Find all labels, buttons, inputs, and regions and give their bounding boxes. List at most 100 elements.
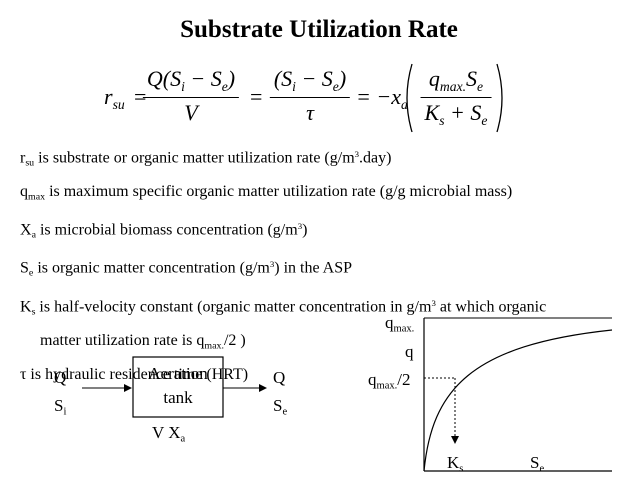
text: S — [20, 259, 29, 277]
fraction: (Si − Se) τ — [269, 66, 351, 126]
fraction: Q(Si − Se) V — [142, 66, 240, 126]
text: is substrate or organic matter utilizati… — [34, 149, 355, 167]
text: K — [424, 99, 440, 125]
numerator: qmax.Se — [425, 66, 487, 95]
label: V Xa — [152, 423, 185, 445]
tank-label: Aeration — [148, 364, 208, 383]
subscript: e — [282, 406, 288, 418]
graph-label: qmax. — [385, 313, 414, 335]
subscript: max. — [393, 323, 415, 335]
subscript: s — [439, 112, 445, 128]
text: ) — [338, 66, 347, 91]
fraction-bar — [420, 96, 492, 98]
subscript: max — [28, 191, 46, 203]
graph-label: Se — [530, 453, 544, 475]
subscript: e — [481, 112, 488, 128]
definition-line: τ is hydraulic residence time (HRT) — [20, 361, 546, 390]
label: Q — [54, 368, 66, 388]
text: V — [184, 99, 198, 125]
eq-sign: = — [134, 84, 147, 109]
text: at which organic — [435, 297, 547, 315]
denominator: V — [180, 100, 201, 126]
text: + S — [444, 99, 482, 125]
text: r — [104, 84, 113, 109]
subscript: max. — [204, 340, 224, 352]
paren — [406, 63, 413, 133]
label: Se — [273, 396, 287, 418]
text: K — [447, 453, 460, 472]
text: matter utilization rate is q — [40, 331, 205, 349]
label: Si — [54, 396, 66, 418]
text: S — [273, 396, 283, 415]
text: S — [466, 66, 478, 91]
fraction-bar — [269, 96, 351, 98]
tank-box — [132, 356, 224, 418]
text: Q — [54, 368, 67, 387]
text: X — [20, 221, 32, 239]
text: /2 — [397, 370, 411, 389]
subscript: su — [112, 96, 125, 112]
definitions: rsu is substrate or organic matter utili… — [20, 140, 546, 389]
text: q — [368, 370, 377, 389]
subscript: su — [25, 157, 35, 169]
subscript: a — [31, 229, 36, 241]
text: τ — [306, 99, 314, 125]
text: is organic matter concentration (g/m — [33, 259, 270, 277]
text: q — [405, 342, 414, 361]
text: τ is hydraulic residence time (HRT) — [20, 365, 249, 383]
subscript: e — [332, 78, 339, 94]
subscript: max. — [439, 78, 467, 94]
text: is half-velocity constant (organic matte… — [35, 297, 432, 315]
fraction-bar — [142, 96, 240, 98]
graph-label: q — [405, 342, 414, 362]
supscript: 3 — [354, 149, 360, 159]
eq-lhs: rsu — [104, 84, 125, 113]
subscript: a — [400, 96, 408, 112]
denominator: Ks + Se — [421, 100, 492, 129]
text: is microbial biomass concentration (g/m — [35, 221, 298, 239]
tank-label: tank — [163, 388, 193, 407]
text: q — [385, 313, 394, 332]
curve — [423, 329, 613, 472]
text: − S — [295, 66, 333, 91]
supscript: 3 — [297, 221, 303, 232]
supscript: 3 — [269, 259, 275, 270]
supscript: 3 — [431, 297, 436, 308]
graph-label: Ks — [447, 453, 463, 475]
text: ) — [227, 66, 236, 91]
subscript: s — [31, 306, 36, 318]
text: V X — [152, 423, 181, 442]
definition-line: rsu is substrate or organic matter utili… — [20, 140, 546, 178]
text: Q — [273, 368, 286, 387]
label: Q — [273, 368, 285, 388]
text: = −x — [356, 84, 401, 109]
title: Substrate Utilization Rate — [180, 16, 458, 43]
text: S — [530, 453, 540, 472]
text: ) in the ASP — [274, 259, 353, 277]
text: K — [20, 297, 32, 315]
text: q — [20, 183, 28, 201]
definition-line: matter utilization rate is qmax./2 ) — [20, 327, 546, 361]
text: q — [428, 66, 440, 91]
subscript: e — [28, 268, 34, 280]
definition-line: Se is organic matter concentration (g/m3… — [20, 250, 546, 288]
definition-line: qmax is maximum specific organic matter … — [20, 178, 546, 212]
text: ) — [302, 221, 308, 239]
denominator: τ — [302, 100, 318, 126]
subscript: s — [459, 463, 464, 475]
eq-factor: = −xa — [356, 84, 408, 113]
text: Q(S — [146, 66, 182, 91]
numerator: (Si − Se) — [270, 66, 350, 95]
subscript: i — [63, 406, 67, 418]
graph-label: qmax./2 — [368, 370, 411, 392]
fraction: qmax.Se Ks + Se — [420, 66, 492, 129]
subscript: i — [181, 78, 185, 94]
eq-sign: = — [250, 84, 263, 109]
text: .day) — [359, 149, 392, 167]
subscript: e — [221, 78, 228, 94]
subscript: i — [292, 78, 296, 94]
text: /2 ) — [223, 331, 246, 349]
definition-line: Xa is microbial biomass concentration (g… — [20, 212, 546, 250]
text: is maximum specific organic matter utili… — [45, 183, 513, 201]
